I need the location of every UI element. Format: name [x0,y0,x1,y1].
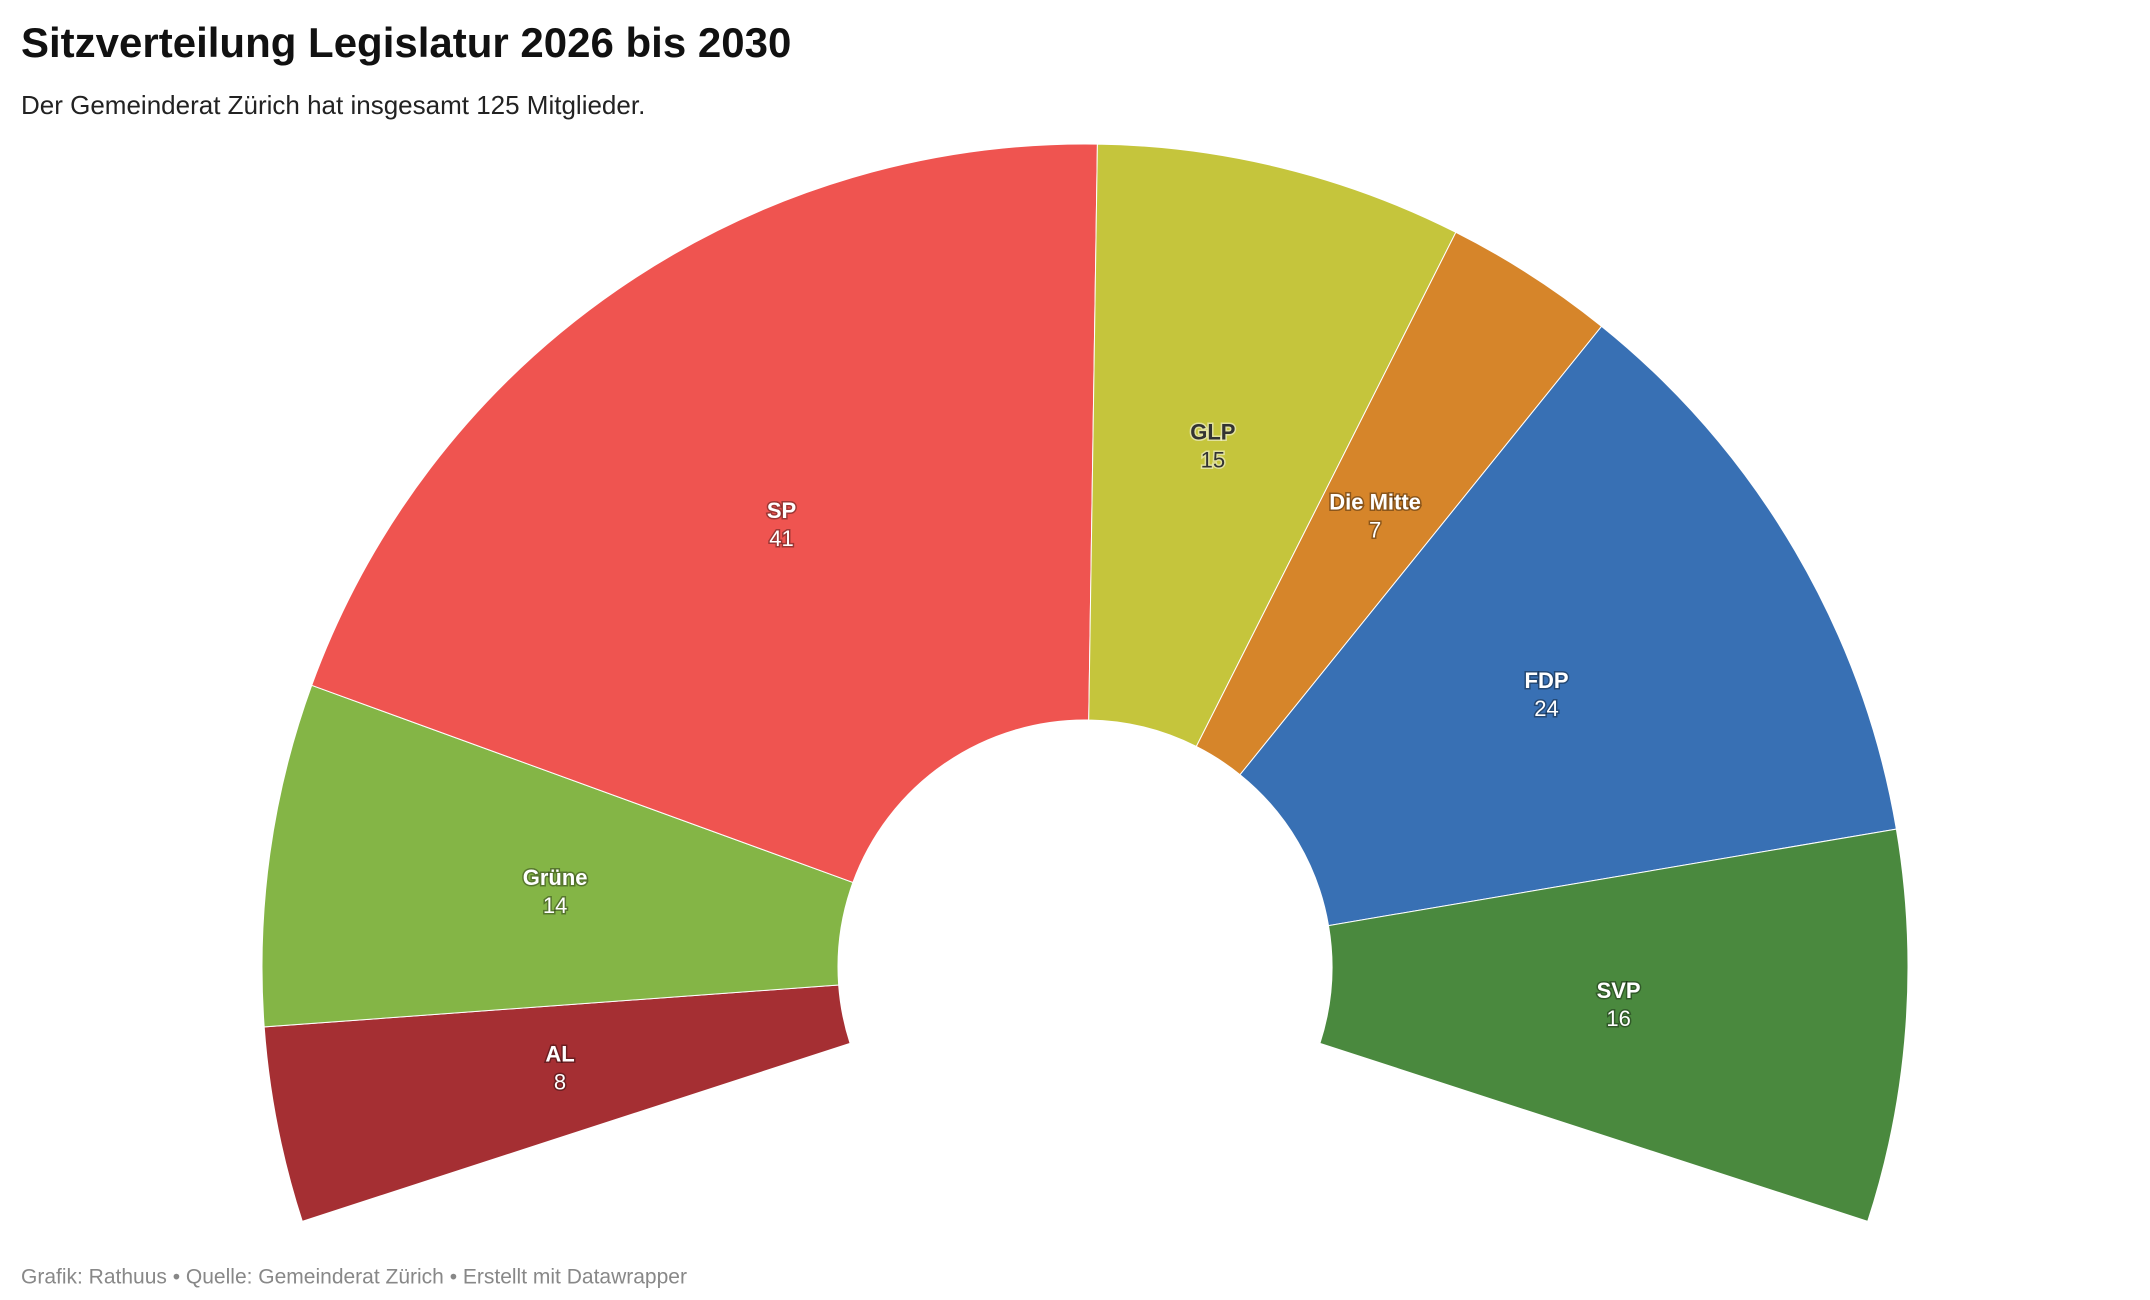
segment-value: 14 [543,893,567,918]
segment-value: 16 [1606,1006,1630,1031]
segment-label: FDP [1525,668,1569,693]
segment-label: SP [767,498,796,523]
seat-segment [261,684,854,1028]
chart-subtitle: Der Gemeinderat Zürich hat insgesamt 125… [21,90,645,120]
chart-footer: Grafik: Rathuus • Quelle: Gemeinderat Zü… [21,1266,687,1289]
seat-segment [311,143,1098,884]
segment-label: AL [545,1042,574,1067]
segment-label: SVP [1597,978,1641,1003]
segment-value: 15 [1201,447,1225,472]
segment-label: GLP [1190,419,1235,444]
chart-title: Sitzverteilung Legislatur 2026 bis 2030 [21,19,791,66]
segment-value: 41 [769,526,793,551]
seat-segment [1319,828,1909,1222]
segment-value: 8 [554,1070,566,1095]
seat-segment [1088,143,1457,748]
seat-segment [1239,325,1897,927]
segment-value: 7 [1369,517,1381,542]
segment-value: 24 [1534,696,1558,721]
segment-label: Die Mitte [1329,489,1421,514]
segment-label: Grüne [523,865,588,890]
